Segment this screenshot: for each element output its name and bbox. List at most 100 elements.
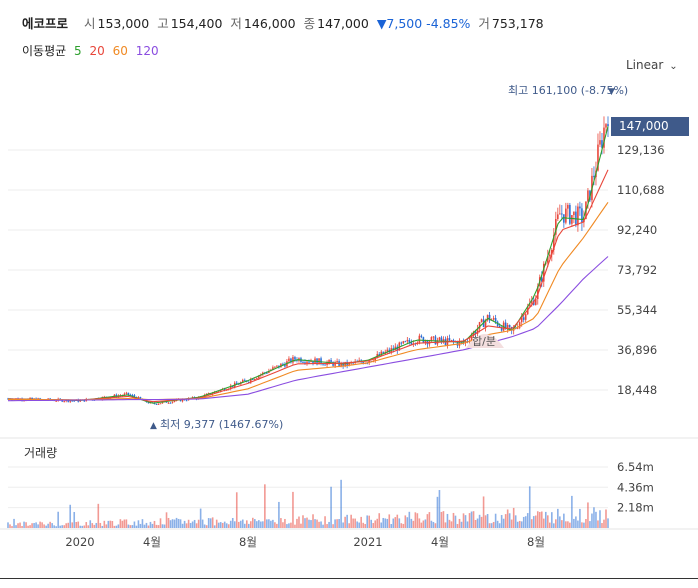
candle-body	[250, 378, 252, 382]
volume-bar	[446, 513, 449, 528]
chevron-down-icon: ⌄	[669, 61, 678, 72]
candle-body	[380, 351, 383, 356]
volume-bar	[358, 522, 360, 528]
candle-body	[524, 314, 527, 320]
candle-body	[69, 400, 72, 402]
candle-body	[181, 399, 184, 402]
volume-bar	[414, 512, 417, 528]
volume-bar	[298, 516, 300, 528]
candle-body	[571, 215, 573, 224]
volume-bar	[388, 514, 391, 528]
volume-bar	[195, 523, 198, 528]
volume-bar	[57, 511, 59, 528]
candle-body	[292, 357, 294, 363]
volume-bar	[209, 518, 212, 528]
volume-bar	[524, 516, 527, 528]
candle-body	[504, 322, 507, 329]
current-price-tag: 147,000	[611, 117, 689, 136]
low-annotation: 최저 9,377 (1467.67%)	[160, 418, 283, 431]
high-marker-icon: ▼	[608, 87, 615, 97]
volume-bar	[276, 523, 278, 528]
candle-body	[470, 335, 473, 341]
time-tick-label: 4월	[143, 535, 161, 549]
volume-bar	[386, 518, 389, 528]
volume-bar	[99, 522, 102, 528]
candle-body	[282, 363, 284, 365]
volume-bar	[432, 521, 435, 528]
volume-bar	[464, 515, 467, 528]
candle-body	[29, 397, 31, 399]
volume-bar	[490, 523, 493, 528]
volume-bar	[380, 522, 383, 528]
candle-body	[290, 358, 292, 363]
volume-bar	[502, 518, 505, 528]
volume-bar	[129, 525, 132, 528]
volume-bar	[37, 524, 39, 528]
volume-tick-label: 6.54m	[617, 460, 654, 474]
volume-bar	[221, 522, 224, 528]
volume-bar	[474, 519, 477, 528]
volume-bar	[147, 525, 150, 528]
candle-body	[252, 378, 254, 380]
candle-body	[536, 286, 539, 300]
candle-body	[581, 208, 583, 223]
ma-legend-120: 120	[135, 44, 159, 58]
candle-body	[161, 401, 164, 404]
volume-bar	[420, 522, 423, 528]
volume-bar	[434, 523, 437, 528]
volume-bar	[47, 523, 49, 528]
volume-bar	[286, 524, 288, 528]
candle-body	[569, 204, 571, 224]
candle-body	[442, 339, 445, 342]
volume-bar	[35, 522, 37, 528]
volume-bar	[540, 511, 543, 528]
volume-bar	[563, 513, 565, 528]
close-value: 147,000	[317, 16, 369, 31]
split-marker[interactable]: 합/분	[466, 334, 504, 348]
volume-bar	[516, 521, 519, 528]
volume-bar	[87, 525, 90, 528]
volume-bar	[460, 521, 463, 528]
candle-body	[404, 341, 407, 343]
volume-bar	[75, 522, 78, 528]
candle-body	[376, 354, 379, 358]
volume-bar	[352, 518, 354, 528]
volume-bar	[579, 508, 581, 528]
scale-selector[interactable]: Linear ⌄	[626, 58, 678, 72]
volume-bar	[211, 517, 214, 528]
volume-bar	[530, 519, 533, 528]
volume-bar	[135, 525, 138, 528]
volume-bar	[354, 518, 356, 528]
candle-body	[557, 214, 559, 220]
candle-body	[597, 144, 599, 171]
volume-bar	[520, 521, 523, 528]
candle-body	[237, 383, 240, 385]
candle-body	[593, 175, 595, 178]
open-label: 시	[84, 16, 96, 31]
price-tick-label: 92,240	[617, 223, 657, 237]
volume-bar	[478, 514, 481, 528]
volume-bar	[362, 522, 364, 528]
candle-body	[336, 361, 338, 363]
volume-bar	[338, 519, 340, 528]
volume-bar	[553, 523, 555, 528]
candle-body	[530, 300, 533, 304]
volume-bar	[169, 520, 172, 528]
volume-bar	[448, 519, 451, 528]
volume-title: 거래량	[24, 446, 58, 460]
volume-bar	[272, 519, 274, 528]
candle-body	[378, 354, 381, 356]
ma-legend[interactable]: 이동평균 5 20 60 120	[22, 42, 163, 59]
volume-bar	[500, 515, 503, 528]
candle-body	[223, 388, 226, 391]
candle-body	[312, 361, 314, 364]
volume-bar	[63, 525, 65, 528]
volume-bar	[262, 521, 264, 528]
volume-bar	[372, 523, 375, 528]
candle-body	[215, 391, 218, 393]
volume-bar	[300, 523, 302, 528]
candle-body	[171, 401, 174, 403]
candle-body	[474, 331, 477, 334]
volume-bar	[538, 511, 541, 528]
